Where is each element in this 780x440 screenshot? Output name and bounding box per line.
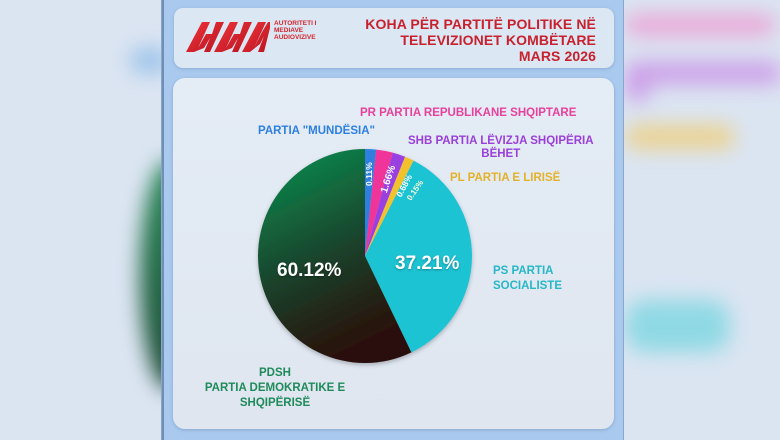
label-mundesia: PARTIA "MUNDËSIA": [258, 125, 375, 137]
header-card: AUTORITETI I MEDIAVE AUDIOVIZIVE KOHA PË…: [174, 8, 614, 68]
background-blur-shape: [625, 14, 775, 36]
label-pdsh: PDSH PARTIA DEMOKRATIKE E SHQIPËRISË: [190, 366, 360, 411]
background-blur-shape: [625, 70, 650, 102]
label-pl: PL PARTIA E LIRISË: [450, 172, 561, 184]
logo-text-line: MEDIAVE: [274, 27, 304, 34]
logo-text-line: AUDIOVIZIVE: [274, 34, 316, 41]
background-blur-shape: [625, 125, 735, 149]
label-pr: PR PARTIA REPUBLIKANE SHQIPTARE: [360, 107, 577, 119]
title-date: MARS 2026: [518, 48, 596, 64]
label-shb-line: SHB PARTIA LËVIZJA SHQIPËRIA: [408, 135, 594, 147]
label-ps: PS PARTIA SOCIALISTE: [493, 264, 562, 294]
background-blur-shape: [625, 300, 730, 352]
slice-value-ps: 37.21%: [395, 253, 460, 274]
chart-title: KOHA PËR PARTITË POLITIKE NË TELEVIZIONE…: [365, 16, 596, 64]
ama-logo-icon: [186, 22, 270, 52]
slice-value-pdsh: 60.12%: [277, 260, 342, 281]
background-blur-shape: [625, 62, 780, 84]
logo-text-line: AUTORITETI I: [274, 20, 317, 27]
title-line: KOHA PËR PARTITË POLITIKE NË: [365, 16, 596, 32]
label-shb-line: BËHET: [481, 148, 521, 160]
label-ps-line: SOCIALISTE: [493, 280, 563, 292]
label-ps-line: PS PARTIA: [493, 265, 554, 277]
label-pdsh-line: PDSH: [259, 367, 291, 379]
label-pdsh-line: PARTIA DEMOKRATIKE E: [204, 382, 346, 394]
title-line: TELEVIZIONET KOMBËTARE: [400, 32, 596, 48]
slice-value-mundesia: 0.11%: [364, 162, 374, 186]
label-pdsh-line: SHQIPËRISË: [239, 397, 311, 409]
label-shb: SHB PARTIA LËVIZJA SHQIPËRIA BËHET: [408, 135, 594, 161]
logo-text: AUTORITETI I MEDIAVE AUDIOVIZIVE: [274, 20, 317, 41]
